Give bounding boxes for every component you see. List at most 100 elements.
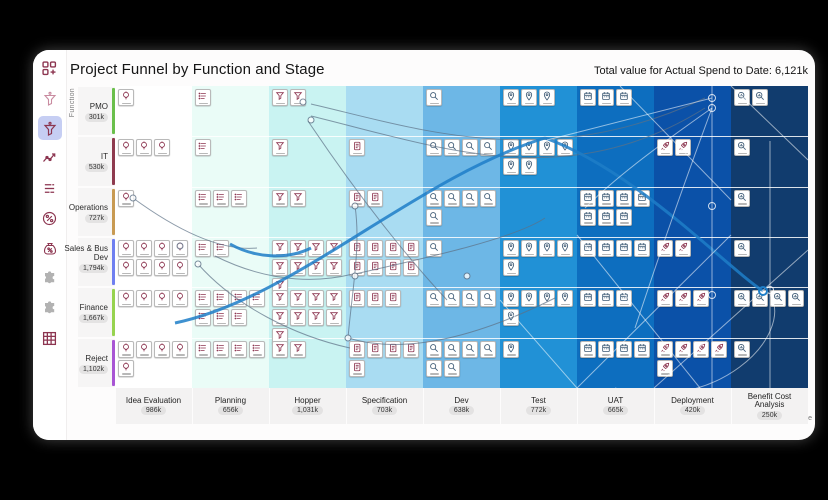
project-tile-search-icon[interactable] bbox=[426, 240, 442, 257]
project-tile-bulb-icon[interactable] bbox=[136, 139, 152, 157]
project-tile-calendar-icon[interactable] bbox=[598, 340, 614, 358]
function-row-sales-bus-dev[interactable]: Sales & Bus Dev 1,794k bbox=[64, 238, 115, 287]
project-tile-search-icon[interactable] bbox=[426, 189, 442, 207]
sidebar-trend-chart-icon[interactable] bbox=[38, 146, 62, 170]
project-tile-search-chart-icon[interactable] bbox=[788, 290, 804, 308]
stage-footer-test[interactable]: Test 772k bbox=[500, 388, 577, 424]
project-tile-doc-icon[interactable] bbox=[385, 240, 401, 257]
project-tile-list-icon[interactable] bbox=[249, 340, 265, 358]
project-tile-calendar-icon[interactable] bbox=[598, 290, 614, 308]
function-row-reject[interactable]: Reject 1,102k bbox=[78, 338, 115, 387]
project-tile-search-icon[interactable] bbox=[444, 139, 460, 157]
function-row-finance[interactable]: Finance 1,667k bbox=[78, 288, 115, 337]
project-tile-list-icon[interactable] bbox=[195, 290, 211, 308]
project-tile-bulb-icon[interactable] bbox=[172, 290, 188, 308]
sidebar-cost-bag-icon[interactable] bbox=[38, 236, 62, 260]
project-tile-funnel-icon[interactable] bbox=[326, 309, 342, 327]
project-tile-doc-icon[interactable] bbox=[385, 340, 401, 358]
project-tile-bulb-icon[interactable] bbox=[136, 290, 152, 308]
project-tile-search-icon[interactable] bbox=[444, 340, 460, 358]
project-tile-funnel-icon[interactable] bbox=[290, 290, 306, 308]
project-tile-pin-icon[interactable] bbox=[557, 240, 573, 257]
project-tile-doc-icon[interactable] bbox=[385, 259, 401, 276]
project-tile-doc-icon[interactable] bbox=[367, 259, 383, 276]
project-tile-calendar-icon[interactable] bbox=[598, 89, 614, 106]
project-tile-rocket-icon[interactable] bbox=[693, 340, 709, 358]
project-tile-list-icon[interactable] bbox=[231, 309, 247, 327]
project-tile-calendar-icon[interactable] bbox=[580, 208, 596, 226]
project-tile-bulb-icon[interactable] bbox=[154, 240, 170, 257]
project-tile-funnel-icon[interactable] bbox=[308, 240, 324, 257]
project-tile-doc-icon[interactable] bbox=[349, 290, 365, 308]
project-tile-doc-icon[interactable] bbox=[367, 240, 383, 257]
project-tile-doc-icon[interactable] bbox=[349, 359, 365, 377]
project-tile-search-icon[interactable] bbox=[480, 340, 496, 358]
project-tile-funnel-icon[interactable] bbox=[326, 290, 342, 308]
project-tile-bulb-icon[interactable] bbox=[154, 139, 170, 157]
project-tile-funnel-icon[interactable] bbox=[308, 290, 324, 308]
project-tile-search-icon[interactable] bbox=[444, 359, 460, 377]
project-tile-rocket-icon[interactable] bbox=[657, 340, 673, 358]
stage-footer-uat[interactable]: UAT 665k bbox=[577, 388, 654, 424]
project-tile-search-chart-icon[interactable] bbox=[734, 340, 750, 358]
project-tile-search-icon[interactable] bbox=[426, 290, 442, 308]
function-row-operations[interactable]: Operations 727k bbox=[69, 187, 115, 236]
project-tile-calendar-icon[interactable] bbox=[598, 240, 614, 257]
project-tile-funnel-icon[interactable] bbox=[272, 189, 288, 207]
project-tile-calendar-icon[interactable] bbox=[598, 208, 614, 226]
project-tile-calendar-icon[interactable] bbox=[634, 189, 650, 207]
project-tile-doc-icon[interactable] bbox=[403, 259, 419, 276]
project-tile-funnel-icon[interactable] bbox=[272, 340, 288, 358]
sidebar-funnel-icon[interactable] bbox=[37, 116, 62, 140]
project-tile-bulb-icon[interactable] bbox=[118, 290, 134, 308]
project-tile-pin-icon[interactable] bbox=[539, 290, 555, 308]
project-tile-bulb-icon[interactable] bbox=[154, 290, 170, 308]
project-tile-calendar-icon[interactable] bbox=[616, 89, 632, 106]
project-tile-search-chart-icon[interactable] bbox=[752, 290, 768, 308]
project-tile-bulb-icon[interactable] bbox=[172, 240, 188, 257]
stage-footer-dev[interactable]: Dev 638k bbox=[423, 388, 500, 424]
sidebar-add-widget-icon[interactable] bbox=[38, 56, 62, 80]
project-tile-bulb-icon[interactable] bbox=[118, 340, 134, 358]
project-tile-funnel-icon[interactable] bbox=[272, 309, 288, 327]
function-row-it[interactable]: IT 530k bbox=[78, 137, 115, 186]
project-tile-search-icon[interactable] bbox=[480, 189, 496, 207]
project-tile-funnel-icon[interactable] bbox=[326, 259, 342, 276]
project-tile-doc-icon[interactable] bbox=[403, 340, 419, 358]
project-tile-list-icon[interactable] bbox=[213, 340, 229, 358]
project-tile-doc-icon[interactable] bbox=[367, 340, 383, 358]
project-tile-search-icon[interactable] bbox=[426, 139, 442, 157]
project-tile-calendar-icon[interactable] bbox=[616, 340, 632, 358]
project-tile-calendar-icon[interactable] bbox=[616, 290, 632, 308]
project-tile-bulb-icon[interactable] bbox=[118, 189, 134, 207]
project-tile-doc-icon[interactable] bbox=[367, 189, 383, 207]
project-tile-list-icon[interactable] bbox=[231, 189, 247, 207]
project-tile-search-chart-icon[interactable] bbox=[734, 189, 750, 207]
stage-footer-benefit-cost-analysis[interactable]: Benefit Cost Analysis 250k bbox=[731, 388, 808, 424]
project-tile-search-icon[interactable] bbox=[462, 139, 478, 157]
project-tile-pin-icon[interactable] bbox=[521, 139, 537, 157]
project-tile-search-icon[interactable] bbox=[444, 290, 460, 308]
stage-footer-specification[interactable]: Specification 703k bbox=[346, 388, 423, 424]
project-tile-funnel-icon[interactable] bbox=[326, 240, 342, 257]
project-tile-search-chart-icon[interactable] bbox=[734, 290, 750, 308]
project-tile-list-icon[interactable] bbox=[213, 309, 229, 327]
project-tile-bulb-icon[interactable] bbox=[154, 340, 170, 358]
project-tile-rocket-icon[interactable] bbox=[657, 139, 673, 157]
project-tile-bulb-icon[interactable] bbox=[118, 259, 134, 276]
project-tile-doc-icon[interactable] bbox=[349, 240, 365, 257]
project-tile-pin-icon[interactable] bbox=[539, 89, 555, 106]
project-tile-funnel-icon[interactable] bbox=[308, 259, 324, 276]
project-tile-search-icon[interactable] bbox=[480, 139, 496, 157]
project-tile-pin-icon[interactable] bbox=[503, 89, 519, 106]
project-tile-calendar-icon[interactable] bbox=[580, 89, 596, 106]
project-tile-pin-icon[interactable] bbox=[503, 309, 519, 327]
project-tile-rocket-icon[interactable] bbox=[657, 240, 673, 257]
sidebar-plugin2-icon[interactable] bbox=[38, 296, 62, 320]
project-tile-search-chart-icon[interactable] bbox=[752, 89, 768, 106]
project-tile-pin-icon[interactable] bbox=[503, 158, 519, 176]
project-tile-list-icon[interactable] bbox=[213, 189, 229, 207]
project-tile-search-icon[interactable] bbox=[462, 340, 478, 358]
sidebar-percent-circle-icon[interactable] bbox=[38, 206, 62, 230]
project-tile-list-icon[interactable] bbox=[195, 139, 211, 157]
